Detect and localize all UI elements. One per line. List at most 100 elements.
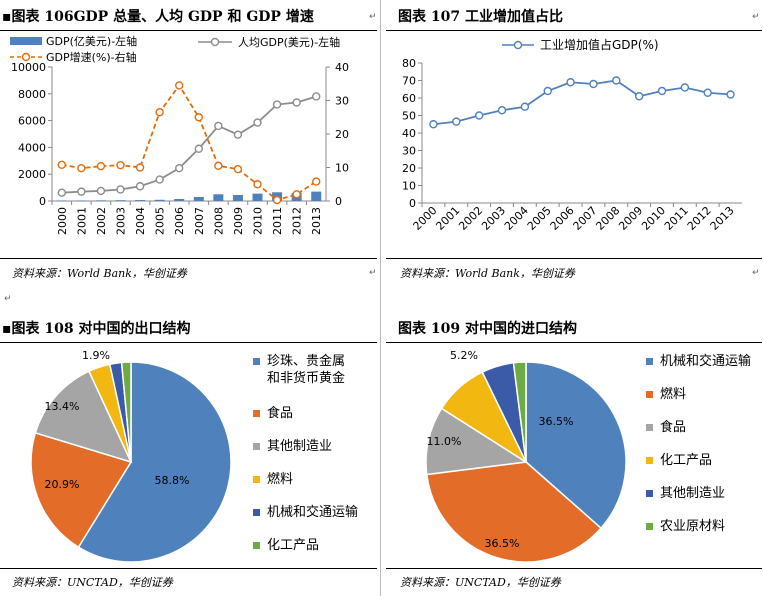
point-industry [520,102,530,111]
point-growth [292,190,301,199]
x-tick-label: 2001 [433,204,462,233]
y-tick-label: 20 [402,162,416,175]
point-industry [452,117,461,126]
legend-swatch [253,443,260,450]
bar-gdp [193,196,204,201]
point-per-capita [312,92,321,101]
y-right-tick-label: 10 [335,162,349,175]
chart-106: GDP(亿美元)-左轴 人均GDP(美元)-左轴 GDP增速(%)-右轴 0 2000 4… [10,34,349,235]
slice-label: 13.4% [45,400,80,413]
bar-gdp [252,193,263,201]
pie-slice [525,361,627,530]
point-per-capita [135,182,145,191]
x-tick-label: 2005 [154,207,167,235]
bar-gdp [76,200,87,201]
x-tick-label: 2004 [502,204,531,233]
legend-swatch [253,476,260,483]
pie-slice [425,407,529,476]
legend-label-growth: GDP增速(%)-右轴 [46,50,137,64]
legend-label-per-capita: 人均GDP(美元)-左轴 [238,35,340,49]
point-industry [566,78,575,87]
legend-label: 其他制造业 [267,439,332,454]
title-rule-107 [386,30,762,31]
legend-marker-growth [21,52,31,62]
point-growth [253,180,262,189]
x-tick-label: 2011 [271,207,284,235]
x-tick-label: 2009 [232,207,245,235]
point-per-capita [253,118,262,127]
source-note-106: 资料来源：World Bank，华创证券 [12,267,187,280]
source-note-108: 资料来源：UNCTAD，华创证券 [12,576,173,589]
point-per-capita [116,185,125,194]
chart-107: 工业增加值占GDP(%)0102030405060708020002001200… [402,37,742,233]
x-tick-label: 2002 [95,207,108,235]
bar-gdp [56,200,67,201]
legend-label: 食品 [267,405,293,421]
legend-label: 和非货币黄金 [267,370,345,386]
source-rule-108 [0,568,377,569]
x-tick-label: 2003 [479,204,508,233]
pie-slice [30,431,133,549]
bar-gdp [213,194,224,201]
return-mark-icon: ↵ [369,268,377,278]
point-growth [155,108,164,117]
chart-title-106: ▪图表 106GDP 总量、人均 GDP 和 GDP 增速 [2,9,314,25]
x-tick-label: 2009 [616,204,645,233]
panel-gdp: ▪图表 106GDP 总量、人均 GDP 和 GDP 增速 GDP(亿美元)-左… [0,0,378,290]
y-tick-label: 10 [402,180,416,193]
x-tick-label: 2008 [593,204,622,233]
y-right-tick-label: 0 [335,195,342,208]
source-rule-109 [386,568,762,569]
bar-gdp [311,191,322,201]
y-right-tick-label: 30 [335,95,349,108]
legend-marker-per-capita [210,37,220,47]
chart-108: 58.8% 20.9% 13.4% 1.9% 珍珠、贵金属和非货币黄金食品其他制造业燃料… [30,349,358,563]
legend-label-gdp: GDP(亿美元)-左轴 [46,34,137,48]
point-growth [214,161,223,171]
point-per-capita [214,121,223,131]
y-left-tick-label: 0 [39,195,46,208]
point-industry [680,83,690,92]
legend-label: 燃料 [267,471,293,487]
x-tick-label: 2010 [639,204,668,233]
pie-slice [425,461,603,563]
point-industry [589,79,598,89]
return-mark-icon: ↵ [4,294,12,304]
y-tick-label: 30 [402,145,416,158]
source-note-109: 资料来源：UNCTAD，华创证券 [400,576,561,589]
point-per-capita [272,100,282,109]
x-tick-label: 2000 [56,207,69,235]
legend-marker-industry [513,40,523,50]
legend-label: 珍珠、贵金属 [267,353,345,369]
slice-label: 20.9% [45,478,80,491]
legend-swatch [646,391,653,398]
y-right-tick-label: 20 [335,128,349,141]
x-tick-label: 2004 [134,207,147,235]
column-divider [380,0,381,596]
legend-label: 机械和交通运输 [660,353,751,369]
source-rule-106 [0,258,377,259]
point-growth [135,163,145,172]
point-industry [474,111,484,120]
source-note-107: 资料来源：World Bank，华创证券 [400,267,575,280]
x-tick-label: 2006 [173,207,186,235]
bar-gdp [115,200,126,201]
x-tick-label: 2002 [456,204,485,233]
x-tick-label: 2011 [662,204,691,233]
y-tick-label: 40 [402,127,416,140]
return-mark-icon: ↵ [369,12,377,22]
legend-swatch [253,358,260,365]
point-per-capita [77,187,86,196]
chart-title-108: ▪图表 108 对中国的出口结构 [2,321,191,337]
y-left-tick-label: 2000 [18,168,46,181]
y-left-tick-label: 8000 [18,88,46,101]
x-tick-label: 2001 [75,207,88,235]
bar-gdp [154,199,165,201]
panel-import: 图表 109 对中国的进口结构 36.5% 36.5% 11.0% 5.2% 机械和交通… [384,312,763,596]
y-tick-label: 0 [409,197,416,210]
legend-label: 机械和交通运输 [267,504,358,520]
slice-label: 5.2% [450,349,478,362]
point-per-capita [233,130,243,139]
point-industry [612,76,621,85]
legend-label: 燃料 [660,386,686,402]
